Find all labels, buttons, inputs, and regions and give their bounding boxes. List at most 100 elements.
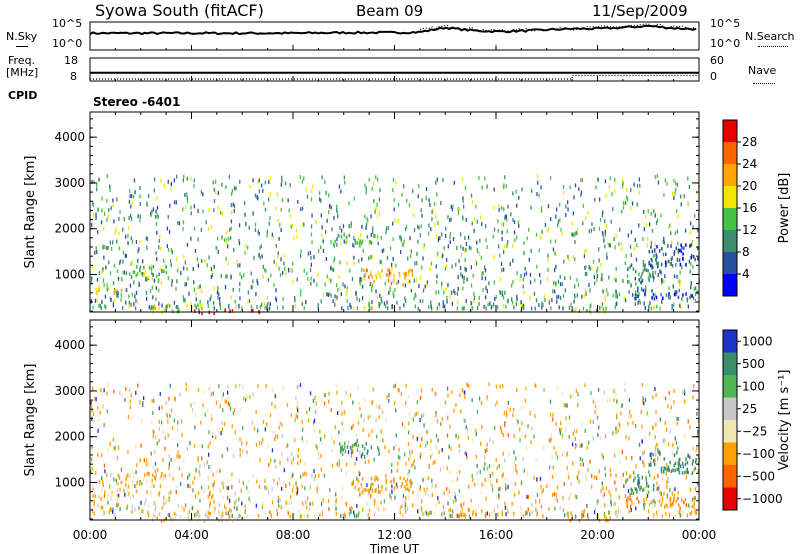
echo-mark — [488, 513, 491, 518]
echo-mark — [468, 384, 470, 389]
echo-mark — [239, 452, 241, 457]
region-echo-mark — [344, 449, 347, 454]
region-echo-mark — [665, 252, 667, 256]
echo-mark — [404, 227, 407, 232]
echo-mark — [697, 429, 699, 434]
echo-mark — [516, 388, 518, 393]
echo-mark — [645, 214, 647, 219]
echo-mark — [661, 514, 663, 519]
echo-mark — [570, 394, 572, 399]
echo-mark — [351, 277, 354, 281]
echo-mark — [388, 291, 390, 295]
echo-mark — [311, 473, 313, 478]
noise-series — [89, 23, 698, 36]
echo-mark — [398, 507, 401, 512]
echo-mark — [92, 412, 95, 417]
region-echo-mark — [147, 275, 150, 279]
echo-mark — [319, 191, 321, 196]
echo-mark — [305, 300, 307, 305]
region-echo-mark — [143, 473, 146, 477]
echo-mark — [659, 269, 661, 274]
echo-mark — [404, 425, 406, 430]
echo-mark — [654, 458, 656, 463]
echo-mark — [683, 194, 685, 199]
region-echo-mark — [360, 241, 363, 246]
echo-mark — [592, 399, 594, 404]
echo-mark — [376, 202, 378, 207]
echo-mark — [679, 280, 681, 285]
echo-mark — [449, 513, 451, 518]
echo-mark — [652, 278, 655, 283]
echo-mark — [657, 486, 659, 491]
echo-mark — [248, 298, 251, 303]
echo-mark — [296, 401, 298, 406]
echo-mark — [504, 505, 507, 510]
echo-mark — [244, 250, 246, 255]
region-echo-mark — [163, 269, 165, 274]
velocity-colorbar-label: −1000 — [742, 492, 783, 506]
echo-mark — [187, 388, 190, 393]
echo-mark — [615, 294, 617, 299]
echo-mark — [570, 482, 572, 487]
region-echo-mark — [225, 511, 227, 515]
echo-mark — [310, 232, 313, 237]
echo-mark — [188, 291, 190, 296]
echo-mark — [139, 214, 141, 219]
echo-mark — [170, 458, 172, 463]
echo-mark — [606, 288, 608, 293]
echo-mark — [224, 421, 226, 426]
echo-mark — [574, 232, 576, 236]
region-echo-mark — [377, 490, 380, 495]
echo-mark — [206, 510, 208, 515]
echo-mark — [201, 485, 203, 490]
echo-mark — [528, 227, 530, 232]
echo-mark — [155, 222, 158, 226]
echo-mark — [91, 466, 93, 471]
echo-mark — [328, 391, 330, 396]
echo-mark — [336, 208, 338, 213]
echo-mark — [232, 287, 234, 292]
region-echo-mark — [647, 276, 650, 280]
echo-mark — [465, 425, 467, 430]
region-echo-mark — [678, 462, 680, 466]
echo-mark — [609, 468, 611, 473]
echo-mark — [441, 281, 443, 286]
echo-mark — [668, 513, 671, 517]
echo-mark — [463, 204, 465, 209]
echo-mark — [660, 213, 662, 218]
echo-mark — [167, 433, 169, 438]
echo-mark — [447, 415, 449, 420]
echo-mark — [264, 485, 266, 490]
echo-mark — [251, 420, 253, 425]
echo-mark — [91, 179, 93, 184]
echo-mark — [361, 490, 363, 495]
echo-mark — [466, 427, 468, 432]
region-echo-mark — [652, 292, 655, 297]
echo-mark — [183, 174, 185, 179]
echo-mark — [651, 425, 654, 430]
echo-mark — [221, 235, 223, 240]
echo-mark — [420, 224, 422, 229]
region-echo-mark — [162, 269, 164, 273]
echo-mark — [438, 290, 440, 295]
echo-mark — [143, 458, 145, 463]
region-echo-mark — [575, 307, 577, 311]
echo-mark — [183, 255, 185, 259]
echo-mark — [506, 229, 508, 234]
echo-mark — [156, 196, 158, 201]
nave-label: Nave — [748, 64, 777, 77]
echo-mark — [506, 217, 508, 222]
echo-mark — [330, 408, 332, 413]
echo-mark — [428, 223, 430, 228]
echo-mark — [462, 306, 464, 311]
echo-mark — [414, 465, 416, 470]
echo-mark — [350, 221, 352, 226]
echo-mark — [555, 214, 557, 219]
echo-mark — [596, 274, 599, 279]
echo-mark — [376, 295, 378, 300]
echo-mark — [444, 400, 447, 405]
echo-mark — [600, 277, 602, 282]
region-echo-mark — [346, 445, 349, 449]
echo-mark — [364, 454, 366, 459]
echo-mark — [121, 392, 123, 397]
